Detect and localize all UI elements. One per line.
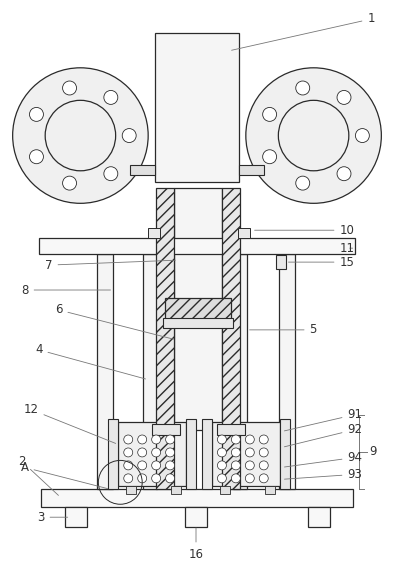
Circle shape bbox=[124, 461, 133, 470]
Circle shape bbox=[124, 448, 133, 457]
Circle shape bbox=[296, 176, 310, 190]
Bar bbox=[108, 419, 118, 490]
Text: 15: 15 bbox=[288, 255, 354, 269]
Bar bbox=[165, 298, 231, 320]
Bar bbox=[143, 254, 157, 490]
Circle shape bbox=[63, 176, 76, 190]
Circle shape bbox=[217, 435, 227, 444]
Bar bbox=[148, 228, 160, 238]
Circle shape bbox=[138, 448, 147, 457]
Circle shape bbox=[152, 474, 161, 483]
Text: 9: 9 bbox=[370, 446, 377, 458]
Bar bbox=[222, 188, 240, 490]
Circle shape bbox=[245, 448, 254, 457]
Bar bbox=[174, 188, 222, 430]
Ellipse shape bbox=[246, 68, 381, 203]
Circle shape bbox=[165, 461, 175, 470]
Circle shape bbox=[217, 461, 227, 470]
Circle shape bbox=[122, 129, 136, 143]
Bar bbox=[280, 419, 290, 490]
Circle shape bbox=[104, 90, 118, 104]
Circle shape bbox=[263, 107, 277, 122]
Circle shape bbox=[231, 435, 240, 444]
Circle shape bbox=[245, 435, 254, 444]
Text: 11: 11 bbox=[340, 242, 355, 255]
Bar bbox=[233, 254, 247, 490]
Bar bbox=[39, 238, 355, 254]
Circle shape bbox=[165, 435, 175, 444]
Bar bbox=[308, 507, 329, 527]
Circle shape bbox=[245, 461, 254, 470]
Bar bbox=[152, 424, 180, 436]
Circle shape bbox=[259, 474, 268, 483]
Text: A: A bbox=[20, 461, 108, 488]
Bar bbox=[155, 33, 239, 183]
Bar bbox=[163, 318, 233, 328]
Bar bbox=[212, 421, 280, 486]
Text: 8: 8 bbox=[21, 284, 111, 296]
Text: 3: 3 bbox=[37, 511, 68, 524]
Text: 6: 6 bbox=[55, 303, 173, 339]
Bar bbox=[171, 486, 181, 494]
Bar bbox=[118, 421, 186, 486]
Circle shape bbox=[259, 448, 268, 457]
Circle shape bbox=[30, 150, 43, 164]
Circle shape bbox=[217, 448, 227, 457]
Bar bbox=[185, 507, 207, 527]
Circle shape bbox=[165, 448, 175, 457]
Bar bbox=[238, 228, 250, 238]
Ellipse shape bbox=[13, 68, 148, 203]
Circle shape bbox=[165, 474, 175, 483]
Text: 94: 94 bbox=[284, 451, 362, 467]
Circle shape bbox=[231, 474, 240, 483]
Circle shape bbox=[30, 107, 43, 122]
Circle shape bbox=[217, 474, 227, 483]
Circle shape bbox=[124, 435, 133, 444]
Circle shape bbox=[259, 461, 268, 470]
Bar bbox=[217, 424, 245, 436]
Bar bbox=[41, 490, 353, 507]
Text: 2: 2 bbox=[18, 455, 58, 495]
Bar bbox=[265, 486, 275, 494]
Circle shape bbox=[138, 435, 147, 444]
Bar bbox=[239, 166, 264, 176]
Bar bbox=[186, 419, 196, 490]
Circle shape bbox=[124, 474, 133, 483]
Bar bbox=[156, 188, 174, 490]
Circle shape bbox=[152, 435, 161, 444]
Circle shape bbox=[152, 448, 161, 457]
Bar bbox=[279, 254, 295, 490]
Circle shape bbox=[355, 129, 369, 143]
Text: 12: 12 bbox=[24, 403, 116, 443]
Text: 7: 7 bbox=[45, 259, 175, 272]
Text: 93: 93 bbox=[284, 468, 362, 481]
Bar bbox=[202, 419, 212, 490]
Text: 16: 16 bbox=[188, 528, 204, 561]
Text: 1: 1 bbox=[232, 12, 375, 50]
Bar bbox=[126, 486, 136, 494]
Circle shape bbox=[231, 461, 240, 470]
Circle shape bbox=[296, 81, 310, 95]
Circle shape bbox=[337, 90, 351, 104]
Circle shape bbox=[138, 461, 147, 470]
Circle shape bbox=[263, 150, 277, 164]
Text: 10: 10 bbox=[255, 224, 354, 237]
Bar bbox=[276, 255, 286, 269]
Text: 5: 5 bbox=[250, 323, 317, 336]
Circle shape bbox=[63, 81, 76, 95]
Circle shape bbox=[104, 167, 118, 181]
Circle shape bbox=[231, 448, 240, 457]
Bar bbox=[130, 166, 155, 176]
Bar bbox=[220, 486, 230, 494]
Circle shape bbox=[337, 167, 351, 181]
Bar bbox=[97, 254, 113, 490]
Circle shape bbox=[245, 474, 254, 483]
Bar bbox=[65, 507, 87, 527]
Text: 91: 91 bbox=[284, 408, 362, 431]
Text: 92: 92 bbox=[284, 423, 362, 447]
Text: 4: 4 bbox=[35, 343, 145, 379]
Circle shape bbox=[152, 461, 161, 470]
Circle shape bbox=[259, 435, 268, 444]
Circle shape bbox=[138, 474, 147, 483]
